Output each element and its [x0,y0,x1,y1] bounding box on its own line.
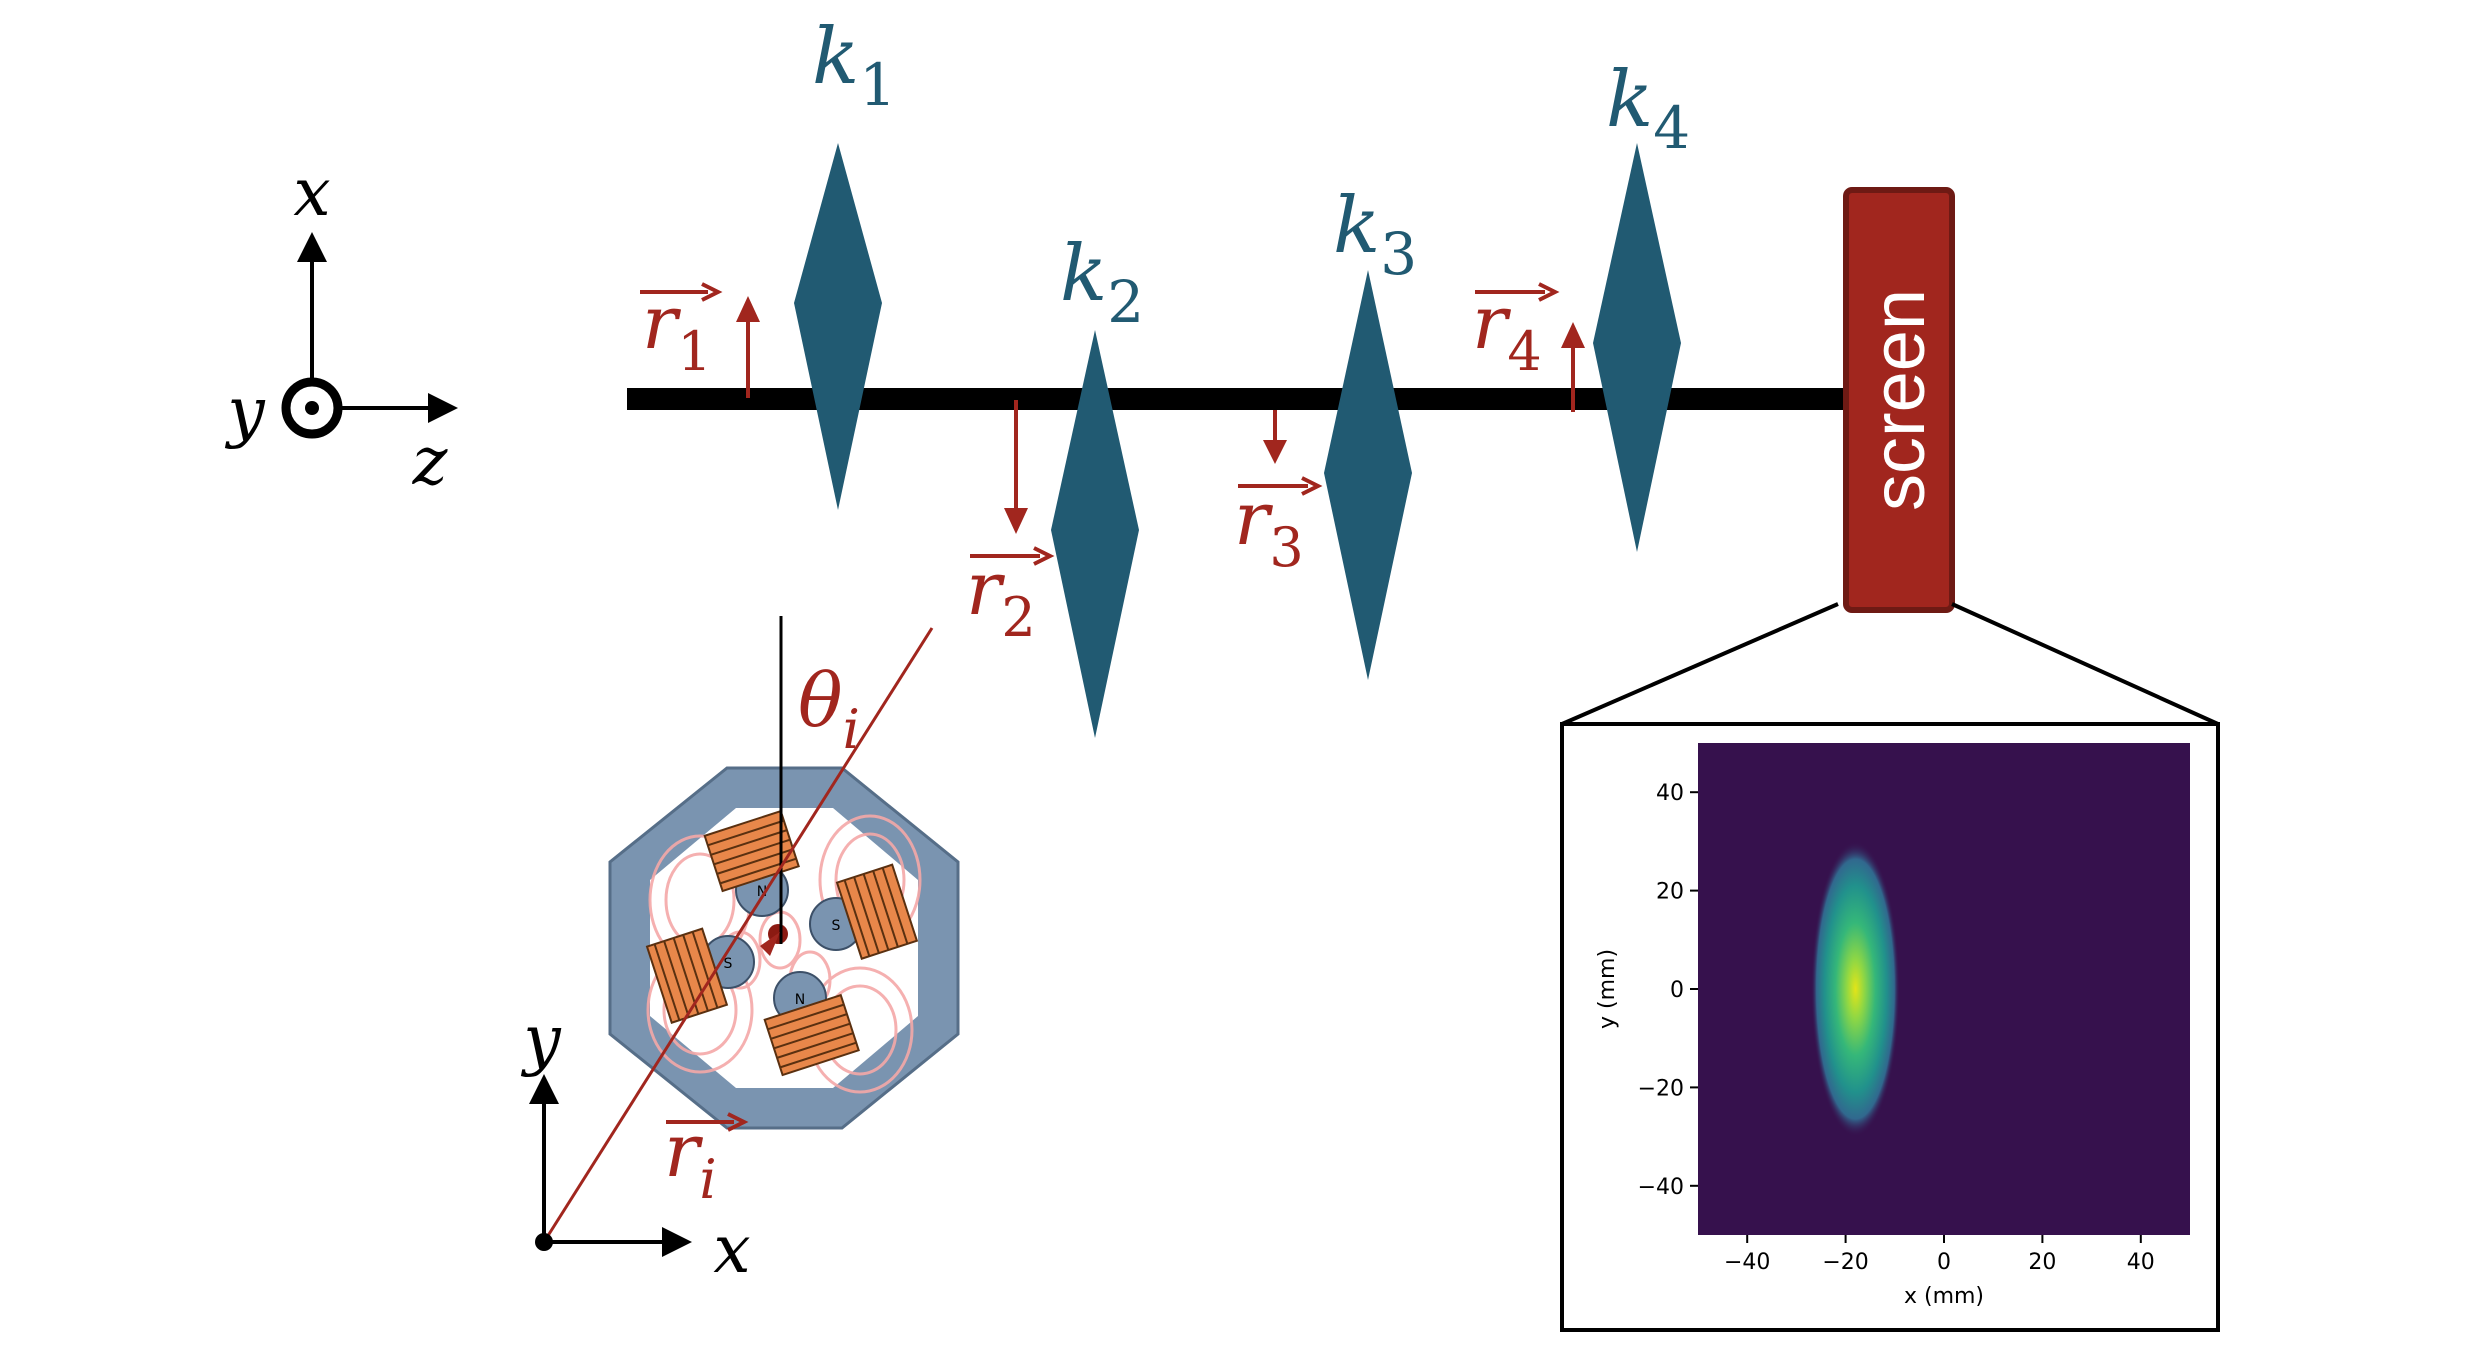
ri-label: ri [664,1108,717,1211]
y-tick-label: 0 [1670,978,1684,1003]
x-ticks: −40 −20 0 20 40 [1724,1235,2155,1275]
offset-r1: r1 [640,280,760,398]
x-tick-label: 40 [2127,1250,2155,1275]
x-tick-label: −40 [1724,1250,1770,1275]
pole-label-4: N [795,992,805,1008]
svg-text:k4: k4 [1606,55,1690,162]
x-tick-label: 0 [1937,1250,1951,1275]
quadrupole-magnet: N S S N [608,766,960,1130]
lens-k1: k1 [794,12,896,510]
pole-label-2: S [832,918,841,934]
y-tick-label: 20 [1656,880,1684,905]
x-tick-label: 20 [2028,1250,2056,1275]
pole-label-1: N [757,884,767,900]
lens-k3: k3 [1324,181,1417,680]
offset-r2: r2 [966,400,1055,649]
beamline [627,388,1857,410]
axis-label-y: y [224,373,265,450]
y-ticks: 40 20 0 −20 −40 [1638,781,1698,1200]
svg-text:r4: r4 [1472,280,1542,383]
theta-label: θi [798,658,860,761]
y-tick-label: 40 [1656,781,1684,806]
y-tick-label: −40 [1638,1175,1684,1200]
axis-label-x: x [293,154,330,231]
screen-label: screen [1857,289,1940,511]
x-axis-label: x (mm) [1904,1284,1984,1309]
offset-r3: r3 [1234,410,1323,579]
quad-offset-geometry: θi ri y x [520,616,934,1288]
beam-spot [1811,841,1900,1137]
svg-text:k3: k3 [1333,181,1417,288]
lens-k4: k4 [1593,55,1690,552]
y-tick-label: −20 [1638,1076,1684,1101]
svg-text:r2: r2 [966,546,1036,649]
svg-text:k1: k1 [812,12,896,119]
coordinate-axes: x y z [224,154,458,500]
y-axis-label: y (mm) [1595,949,1620,1029]
quad-axis-label-x: x [713,1211,750,1288]
quad-axis-label-y: y [520,1001,561,1078]
lens-k2: k2 [1051,229,1144,738]
pole-label-3: S [724,956,733,972]
heatmap-area [1698,743,2190,1235]
svg-text:r3: r3 [1234,476,1304,579]
screen-image-plot: −40 −20 0 20 40 40 20 0 −20 −40 x (mm) y (mm) [1560,722,2220,1332]
svg-text:k2: k2 [1060,229,1144,336]
x-tick-label: −20 [1822,1250,1868,1275]
screen: screen [1843,187,1955,613]
axis-label-z: z [412,423,449,500]
svg-text:r1: r1 [642,280,712,383]
offset-r4: r4 [1472,280,1585,412]
